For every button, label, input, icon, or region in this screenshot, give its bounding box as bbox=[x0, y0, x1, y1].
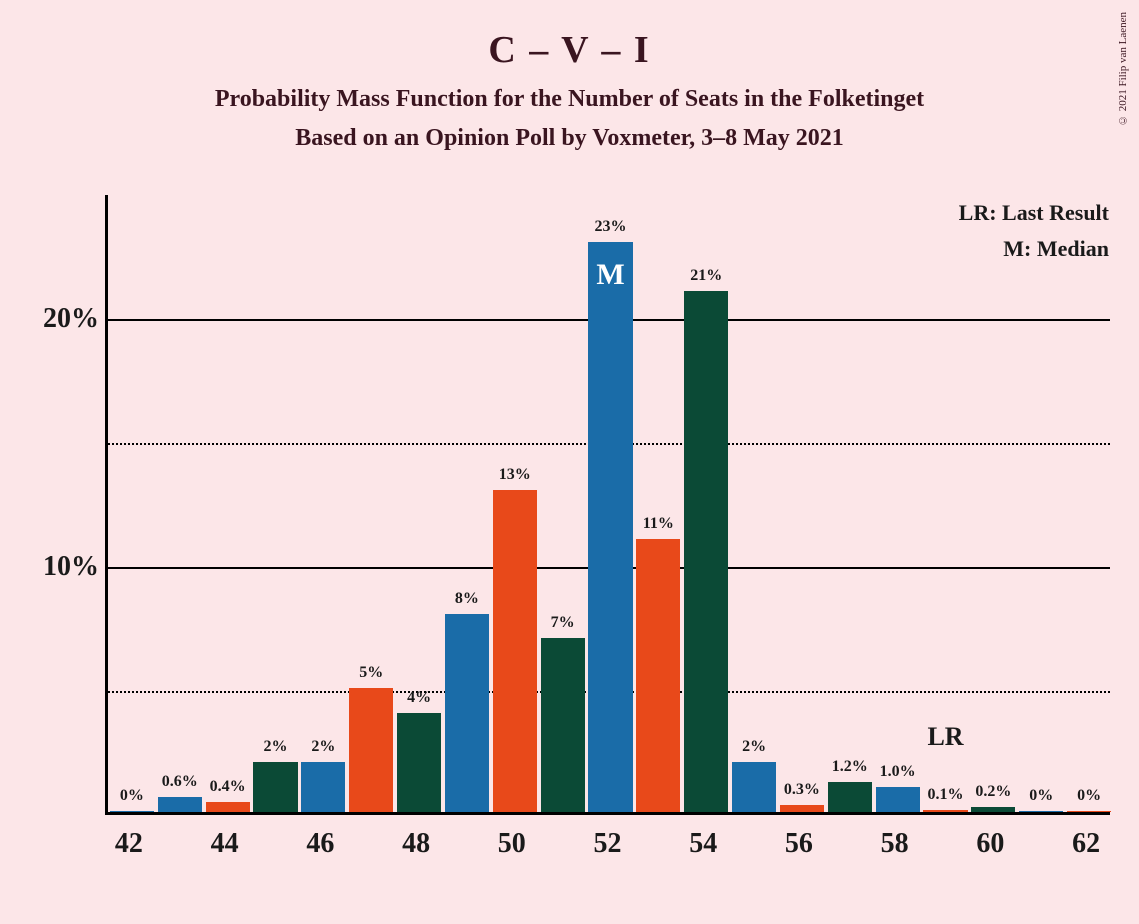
bar bbox=[828, 782, 872, 812]
bar-value-label: 4% bbox=[407, 689, 431, 707]
bar bbox=[971, 807, 1015, 812]
bar-value-label: 7% bbox=[551, 614, 575, 632]
bar-value-label: 0.4% bbox=[210, 778, 246, 796]
bar-value-label: 11% bbox=[643, 515, 674, 533]
bar bbox=[588, 242, 632, 812]
chart-plot-area: 0% 0.6% 0.4% 2% 2% 5% 4% 8% 13% 7% 23% M 11% 21% 2% 0.3… bbox=[105, 195, 1110, 815]
chart-subtitle-2: Based on an Opinion Poll by Voxmeter, 3–… bbox=[0, 125, 1139, 152]
bar-value-label: 0.3% bbox=[784, 781, 820, 799]
last-result-marker: LR bbox=[927, 722, 963, 752]
median-marker: M bbox=[596, 258, 624, 292]
chart-subtitle-1: Probability Mass Function for the Number… bbox=[0, 86, 1139, 113]
bar bbox=[206, 802, 250, 812]
bar bbox=[349, 688, 393, 812]
bar-value-label: 0% bbox=[1077, 787, 1101, 805]
bar-value-label: 2% bbox=[264, 738, 288, 756]
x-tick-label: 44 bbox=[211, 828, 239, 860]
bar-value-label: 8% bbox=[455, 590, 479, 608]
bar-value-label: 2% bbox=[742, 738, 766, 756]
x-tick-label: 42 bbox=[115, 828, 143, 860]
x-tick-label: 54 bbox=[689, 828, 717, 860]
bar bbox=[1019, 811, 1063, 812]
y-tick-label: 20% bbox=[43, 303, 99, 335]
bar bbox=[158, 797, 202, 812]
bar-value-label: 1.0% bbox=[880, 763, 916, 781]
chart-title: C – V – I bbox=[0, 0, 1139, 72]
x-tick-label: 58 bbox=[881, 828, 909, 860]
bar-value-label: 0.2% bbox=[975, 783, 1011, 801]
x-tick-label: 52 bbox=[594, 828, 622, 860]
y-tick-label: 10% bbox=[43, 551, 99, 583]
bar bbox=[397, 713, 441, 812]
bar bbox=[541, 638, 585, 812]
bar bbox=[876, 787, 920, 812]
x-tick-label: 60 bbox=[976, 828, 1004, 860]
bar bbox=[253, 762, 297, 812]
x-tick-label: 56 bbox=[785, 828, 813, 860]
bar-value-label: 13% bbox=[499, 466, 531, 484]
bar-value-label: 1.2% bbox=[832, 758, 868, 776]
bar bbox=[636, 539, 680, 812]
bar bbox=[780, 805, 824, 812]
bar bbox=[1067, 811, 1111, 812]
bar bbox=[301, 762, 345, 812]
bar bbox=[923, 810, 967, 812]
bar-value-label: 5% bbox=[359, 664, 383, 682]
x-tick-label: 62 bbox=[1072, 828, 1100, 860]
bar bbox=[684, 291, 728, 812]
bar-value-label: 2% bbox=[311, 738, 335, 756]
bar-value-label: 21% bbox=[690, 267, 722, 285]
bar-value-label: 23% bbox=[595, 218, 627, 236]
bar bbox=[110, 811, 154, 812]
bar bbox=[445, 614, 489, 812]
x-tick-label: 48 bbox=[402, 828, 430, 860]
bar bbox=[493, 490, 537, 812]
x-tick-label: 50 bbox=[498, 828, 526, 860]
bar-value-label: 0.1% bbox=[928, 786, 964, 804]
copyright: © 2021 Filip van Laenen bbox=[1117, 12, 1129, 126]
bar-value-label: 0% bbox=[120, 787, 144, 805]
bar bbox=[732, 762, 776, 812]
bar-value-label: 0.6% bbox=[162, 773, 198, 791]
x-tick-label: 46 bbox=[306, 828, 334, 860]
bar-value-label: 0% bbox=[1029, 787, 1053, 805]
